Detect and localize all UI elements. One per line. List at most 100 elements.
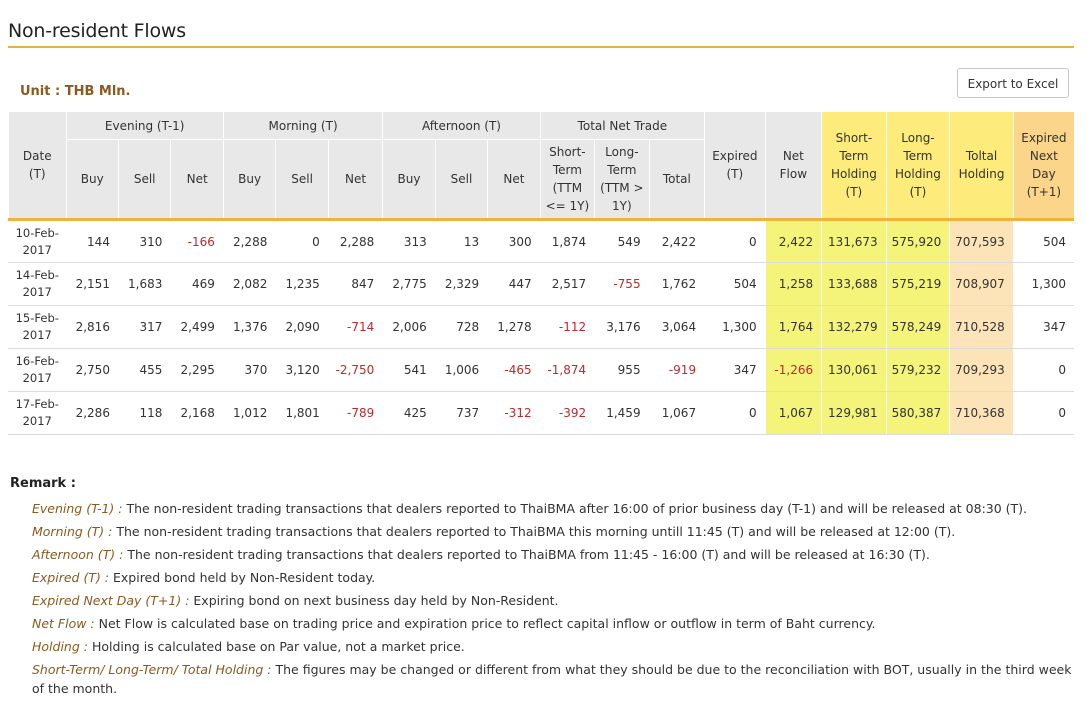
value-cell: 2,006 (382, 305, 436, 349)
header-line: Toltal (965, 149, 998, 163)
date-line: 2017 (22, 328, 52, 342)
value-cell: 1,067 (764, 391, 822, 435)
value-cell: 2,295 (170, 348, 224, 392)
value-cell: 710,368 (949, 391, 1014, 435)
date-cell: 17-Feb- 2017 (8, 391, 66, 435)
value-cell: 2,168 (170, 391, 224, 435)
value-cell: 728 (434, 305, 488, 349)
net-flow-header-line: Flow (779, 167, 808, 181)
long-term-header: Long- Term (TTM > 1Y) (594, 139, 650, 220)
value-cell: 1,258 (764, 262, 822, 306)
remark-term: Expired Next Day (T+1) : (32, 593, 190, 608)
value-cell: 579,232 (885, 348, 950, 392)
value-cell: 130,061 (821, 348, 887, 392)
date-cell: 16-Feb- 2017 (8, 348, 66, 392)
remark-text: Expiring bond on next business day held … (189, 593, 559, 608)
remark-item: Expired Next Day (T+1) : Expiring bond o… (32, 589, 1077, 612)
date-line: 17-Feb- (15, 397, 59, 411)
unit-label: Unit : THB Mln. (20, 84, 131, 99)
value-cell: 1,683 (117, 262, 171, 306)
morning-sell-header: Sell (275, 139, 329, 220)
remark-text: Net Flow is calculated base on trading p… (94, 616, 876, 631)
value-cell: -2,750 (327, 348, 383, 392)
value-cell: 3,064 (648, 305, 705, 349)
table-header: Date (T) Evening (T-1) Morning (T) After… (8, 112, 1074, 220)
value-cell: 13 (434, 218, 488, 263)
remark-item: Expired (T) : Expired bond held by Non-R… (32, 566, 1077, 589)
header-line: (T+1) (1026, 185, 1062, 199)
evening-buy-header: Buy (65, 139, 119, 220)
value-cell: 3,120 (275, 348, 329, 392)
table-body: 10-Feb- 2017 144 310 -166 2,288 0 2,288 313 13 300… (8, 218, 1074, 435)
value-cell: 2,422 (764, 218, 822, 263)
value-cell: 0 (275, 218, 329, 263)
table-row: 15-Feb- 2017 2,816 317 2,499 1,376 2,090 -714 2,… (8, 305, 1074, 349)
remark-term: Evening (T-1) : (32, 501, 123, 516)
title-divider (8, 46, 1074, 48)
value-cell: 541 (382, 348, 436, 392)
header-line: (TTM (552, 181, 583, 195)
value-cell: 1,874 (539, 218, 595, 263)
morning-group-header: Morning (T) (222, 112, 383, 140)
value-cell: 737 (434, 391, 488, 435)
value-cell: 317 (117, 305, 171, 349)
value-cell: 504 (704, 262, 766, 306)
value-cell: 709,293 (949, 348, 1014, 392)
value-cell: 447 (487, 262, 541, 306)
table-row: 10-Feb- 2017 144 310 -166 2,288 0 2,288 313 13 300… (8, 218, 1074, 263)
morning-net-header: Net (327, 139, 383, 220)
value-cell: 1,012 (222, 391, 276, 435)
value-cell: 955 (594, 348, 650, 392)
remark-title: Remark : (10, 476, 76, 491)
remark-text: The non-resident trading transactions th… (123, 547, 930, 562)
value-cell: 575,219 (885, 262, 950, 306)
value-cell: 1,764 (764, 305, 822, 349)
net-flow-header: Net Flow (764, 112, 822, 220)
value-cell: 2,288 (222, 218, 276, 263)
value-cell: 1,278 (487, 305, 541, 349)
remark-item: Holding : Holding is calculated base on … (32, 635, 1077, 658)
value-cell: 3,176 (594, 305, 650, 349)
value-cell: 2,090 (275, 305, 329, 349)
value-cell: 2,422 (648, 218, 705, 263)
expired-header-line: Expired (712, 149, 758, 163)
date-line: 14-Feb- (15, 268, 59, 282)
header-line: Long- (605, 145, 639, 159)
afternoon-group-header: Afternoon (T) (382, 112, 541, 140)
value-cell: 0 (1012, 348, 1074, 392)
remark-item: Morning (T) : The non-resident trading t… (32, 520, 1077, 543)
date-line: 2017 (22, 285, 52, 299)
value-cell: 1,006 (434, 348, 488, 392)
date-line: 2017 (22, 414, 52, 428)
value-cell: 1,801 (275, 391, 329, 435)
long-term-holding-header: Long- Term Holding (T) (885, 112, 950, 220)
header-line: Term (607, 163, 637, 177)
header-line: 1Y) (612, 199, 632, 213)
afternoon-buy-header: Buy (382, 139, 436, 220)
value-cell: 313 (382, 218, 436, 263)
table-row: 14-Feb- 2017 2,151 1,683 469 2,082 1,235 847 2,7… (8, 262, 1074, 306)
date-cell: 15-Feb- 2017 (8, 305, 66, 349)
evening-net-header: Net (170, 139, 224, 220)
header-line: (T) (909, 185, 927, 199)
value-cell: 847 (327, 262, 383, 306)
expired-next-day-header: Expired Next Day (T+1) (1012, 112, 1074, 220)
header-line: Short- (549, 145, 586, 159)
value-cell: -714 (327, 305, 383, 349)
value-cell: 0 (704, 218, 766, 263)
value-cell: 144 (65, 218, 119, 263)
date-line: 10-Feb- (15, 225, 59, 240)
value-cell: 707,593 (949, 218, 1014, 263)
total-holding-header: Toltal Holding (949, 112, 1014, 220)
export-to-excel-button[interactable]: Export to Excel (957, 68, 1069, 98)
value-cell: 2,286 (65, 391, 119, 435)
remark-term: Holding : (32, 639, 88, 654)
remark-text: The non-resident trading transactions th… (112, 524, 956, 539)
value-cell: -392 (539, 391, 595, 435)
header-line: (T) (845, 185, 863, 199)
value-cell: 708,907 (949, 262, 1014, 306)
value-cell: -465 (487, 348, 541, 392)
header-line: <= 1Y) (545, 199, 590, 213)
value-cell: -789 (327, 391, 383, 435)
value-cell: 469 (170, 262, 224, 306)
